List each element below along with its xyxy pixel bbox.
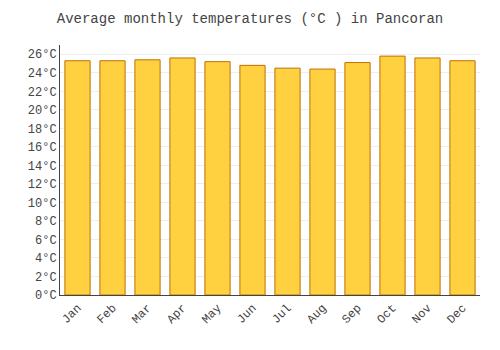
svg-text:22°C: 22°C <box>28 86 57 100</box>
svg-text:Dec: Dec <box>444 302 469 327</box>
svg-text:Jun: Jun <box>234 302 259 327</box>
svg-text:May: May <box>199 302 224 327</box>
svg-text:Feb: Feb <box>94 302 119 327</box>
svg-text:18°C: 18°C <box>28 123 57 137</box>
svg-text:0°C: 0°C <box>35 289 57 303</box>
svg-text:26°C: 26°C <box>28 48 57 62</box>
svg-text:Nov: Nov <box>409 302 434 327</box>
svg-text:10°C: 10°C <box>28 197 57 211</box>
svg-text:6°C: 6°C <box>35 234 57 248</box>
svg-text:14°C: 14°C <box>28 160 57 174</box>
svg-text:Apr: Apr <box>164 302 189 327</box>
svg-text:16°C: 16°C <box>28 141 57 155</box>
svg-text:24°C: 24°C <box>28 67 57 81</box>
svg-text:Average monthly temperatures (: Average monthly temperatures (°C ) in Pa… <box>57 11 443 27</box>
svg-text:2°C: 2°C <box>35 271 57 285</box>
svg-text:12°C: 12°C <box>28 178 57 192</box>
svg-text:Aug: Aug <box>304 302 329 327</box>
svg-text:4°C: 4°C <box>35 252 57 266</box>
svg-text:Oct: Oct <box>374 302 399 327</box>
svg-text:20°C: 20°C <box>28 104 57 118</box>
svg-text:Jan: Jan <box>59 302 84 327</box>
svg-text:Sep: Sep <box>339 302 364 327</box>
svg-text:8°C: 8°C <box>35 215 57 229</box>
svg-text:Jul: Jul <box>269 302 294 327</box>
svg-text:Mar: Mar <box>129 302 154 327</box>
